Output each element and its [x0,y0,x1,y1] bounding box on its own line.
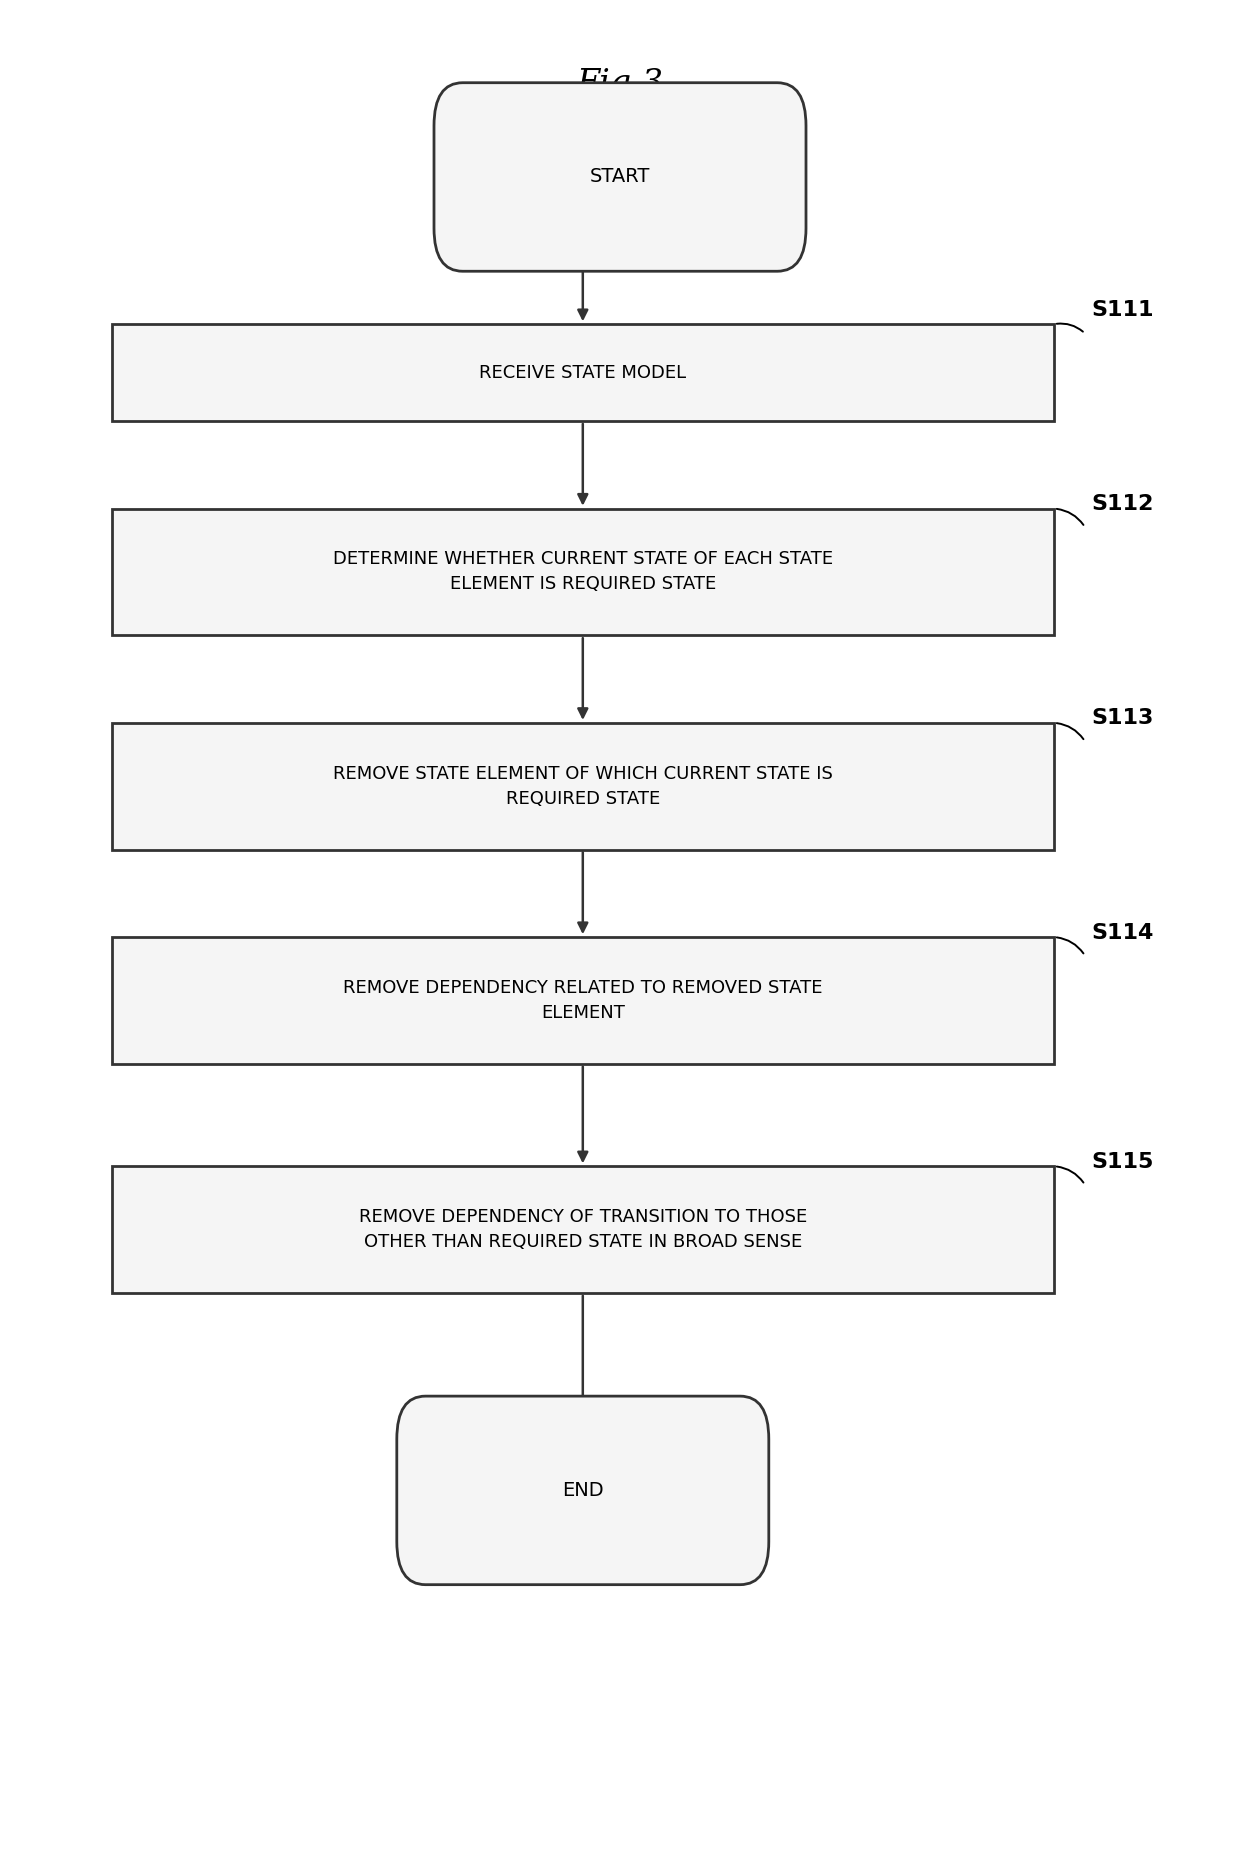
Text: REMOVE STATE ELEMENT OF WHICH CURRENT STATE IS
REQUIRED STATE: REMOVE STATE ELEMENT OF WHICH CURRENT ST… [332,764,833,809]
Text: S113: S113 [1091,708,1153,728]
FancyBboxPatch shape [112,937,1054,1064]
Text: END: END [562,1481,604,1500]
FancyBboxPatch shape [112,324,1054,421]
Text: START: START [590,168,650,186]
Text: REMOVE DEPENDENCY OF TRANSITION TO THOSE
OTHER THAN REQUIRED STATE IN BROAD SENS: REMOVE DEPENDENCY OF TRANSITION TO THOSE… [358,1207,807,1252]
Text: Fig.3: Fig.3 [577,67,663,101]
FancyBboxPatch shape [112,1166,1054,1293]
Text: S111: S111 [1091,300,1153,320]
Text: S115: S115 [1091,1151,1153,1172]
FancyBboxPatch shape [397,1395,769,1585]
FancyBboxPatch shape [434,82,806,272]
FancyBboxPatch shape [112,509,1054,635]
Text: S112: S112 [1091,494,1153,514]
Text: RECEIVE STATE MODEL: RECEIVE STATE MODEL [479,363,687,382]
Text: S114: S114 [1091,922,1153,943]
Text: REMOVE DEPENDENCY RELATED TO REMOVED STATE
ELEMENT: REMOVE DEPENDENCY RELATED TO REMOVED STA… [343,978,822,1023]
Text: DETERMINE WHETHER CURRENT STATE OF EACH STATE
ELEMENT IS REQUIRED STATE: DETERMINE WHETHER CURRENT STATE OF EACH … [332,550,833,594]
FancyBboxPatch shape [112,723,1054,850]
